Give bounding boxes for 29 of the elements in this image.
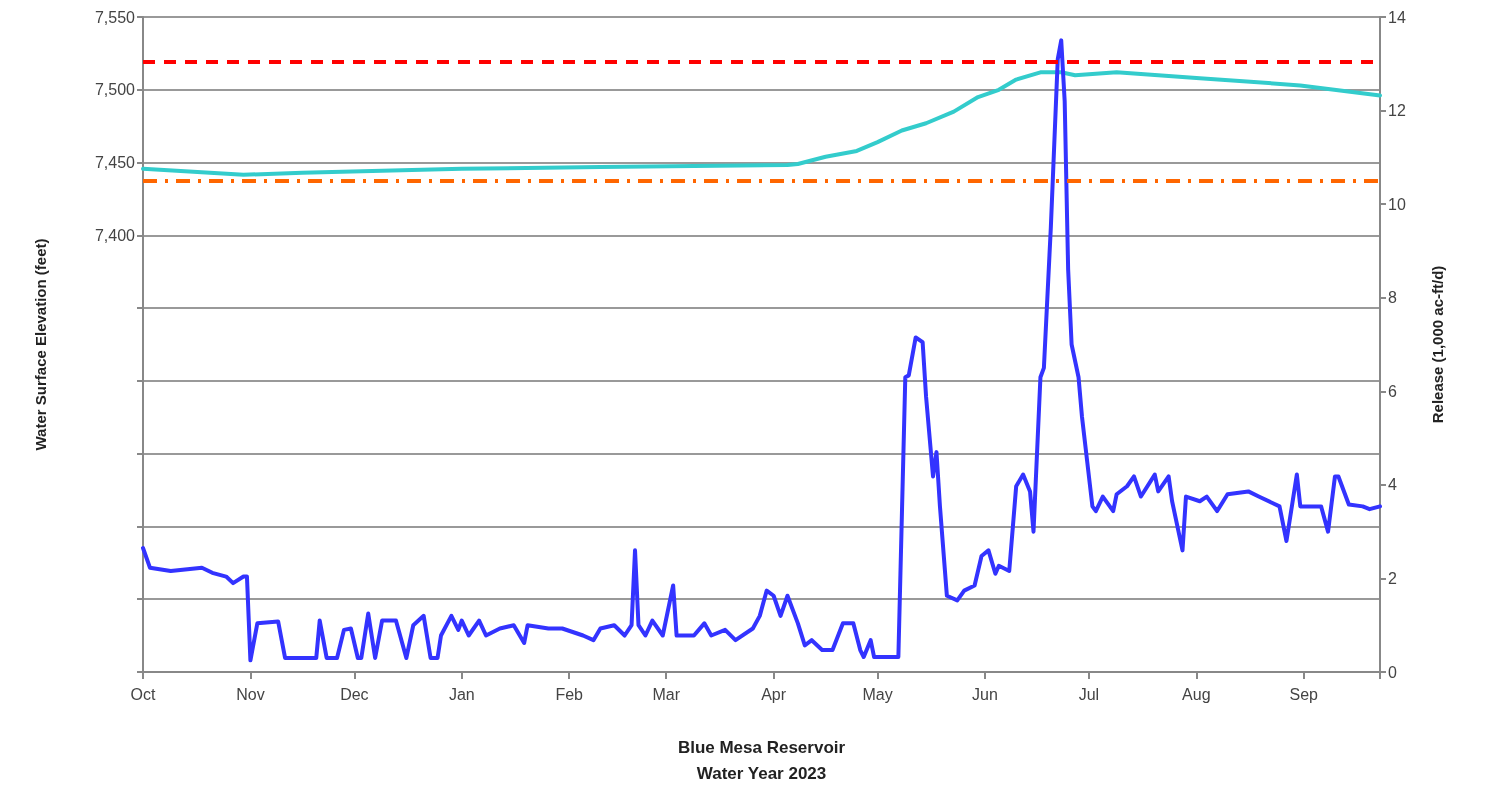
y-axis-title: Water Surface Elevation (feet) [32, 238, 49, 451]
y-tick-label: 7,450 [94, 154, 136, 172]
y2-tick-label: 8 [1388, 289, 1397, 307]
x-tick-label: Mar [652, 685, 681, 703]
x-axis-title: Blue Mesa Reservoir Water Year 2023 [677, 737, 846, 783]
y2-axis-title: Release (1,000 ac-ft/d) [1429, 265, 1446, 424]
x-tick-label: Dec [340, 685, 369, 703]
x-tick-label: Jun [972, 685, 998, 703]
x-tick-label: Apr [761, 685, 787, 703]
x-tick-label: Jan [448, 685, 475, 703]
y2-tick-label: 12 [1388, 102, 1406, 120]
y-tick-label: 7,400 [94, 226, 136, 244]
y2-tick-label: 2 [1388, 569, 1397, 587]
x-tick-label: May [862, 685, 893, 703]
y2-tick-label: 0 [1388, 663, 1397, 681]
y-tick-label: 7,550 [94, 8, 136, 26]
y2-tick-label: 6 [1388, 382, 1397, 400]
line-series [141, 38, 1382, 663]
y2-tick-label: 10 [1388, 195, 1406, 213]
y2-tick-label: 4 [1388, 476, 1397, 494]
x-tick-label: Jul [1078, 685, 1100, 703]
x-tick-label: Aug [1182, 685, 1211, 703]
x-tick-label: Nov [236, 685, 265, 703]
y2-tick-label: 14 [1388, 8, 1406, 26]
line-series [141, 70, 1382, 177]
x-tick-label: Oct [130, 685, 156, 703]
y-tick-label: 7,500 [94, 81, 136, 99]
x-tick-label: Feb [555, 685, 584, 703]
x-tick-label: Sep [1289, 685, 1319, 703]
